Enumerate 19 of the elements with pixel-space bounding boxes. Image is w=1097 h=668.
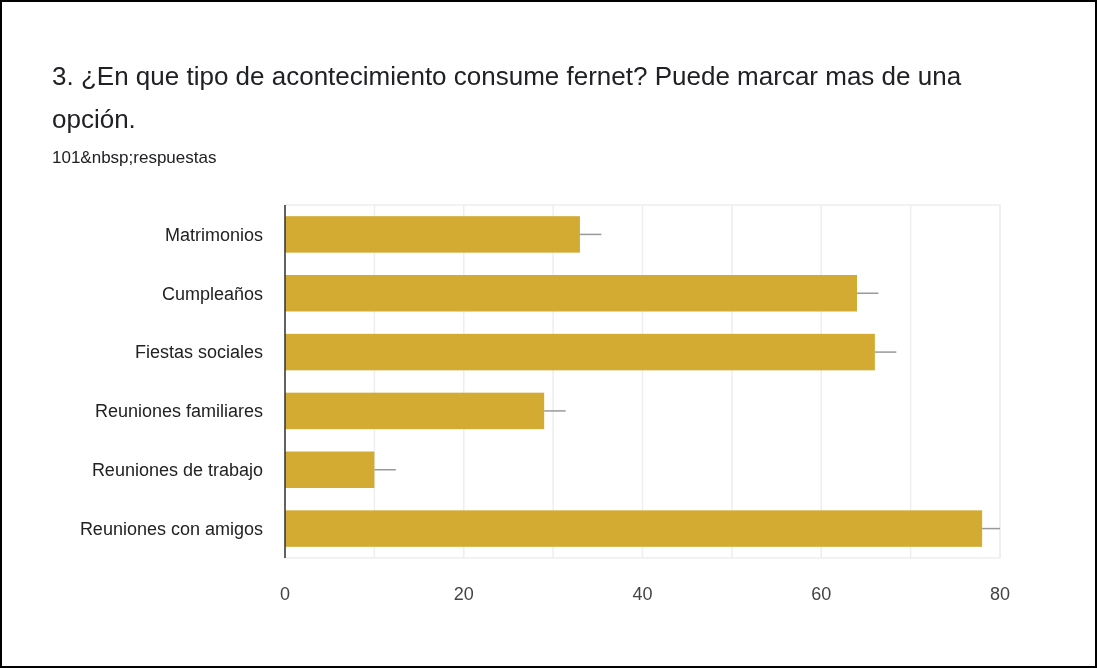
text: 101&nbsp;respuestas: [52, 148, 217, 167]
bar: [285, 333, 875, 371]
bar: [285, 451, 375, 488]
y-tick-label: Reuniones familiares: [94, 401, 263, 422]
bar: [285, 392, 545, 430]
x-tick-label: 0: [279, 584, 291, 604]
x-tick-label: 20: [453, 584, 474, 604]
x-tick-label: 40: [632, 584, 653, 604]
bar: [285, 216, 580, 253]
y-tick-label: Matrimonios: [164, 224, 263, 245]
y-tick-label: Reuniones de trabajo: [91, 460, 263, 481]
y-tick-label: Reuniones con amigos: [79, 518, 263, 539]
x-tick-label: 80: [989, 584, 1011, 604]
bar: [285, 510, 983, 547]
y-tick-label: Fiestas sociales: [134, 342, 263, 363]
y-tick-label: Cumpleaños: [161, 283, 263, 304]
x-tick-label: 60: [811, 584, 832, 604]
chart-title: 3. ¿En que tipo de acontecimiento consume fernet? Puede marcar mas de una opción.: [52, 61, 962, 134]
bar: [285, 275, 857, 312]
